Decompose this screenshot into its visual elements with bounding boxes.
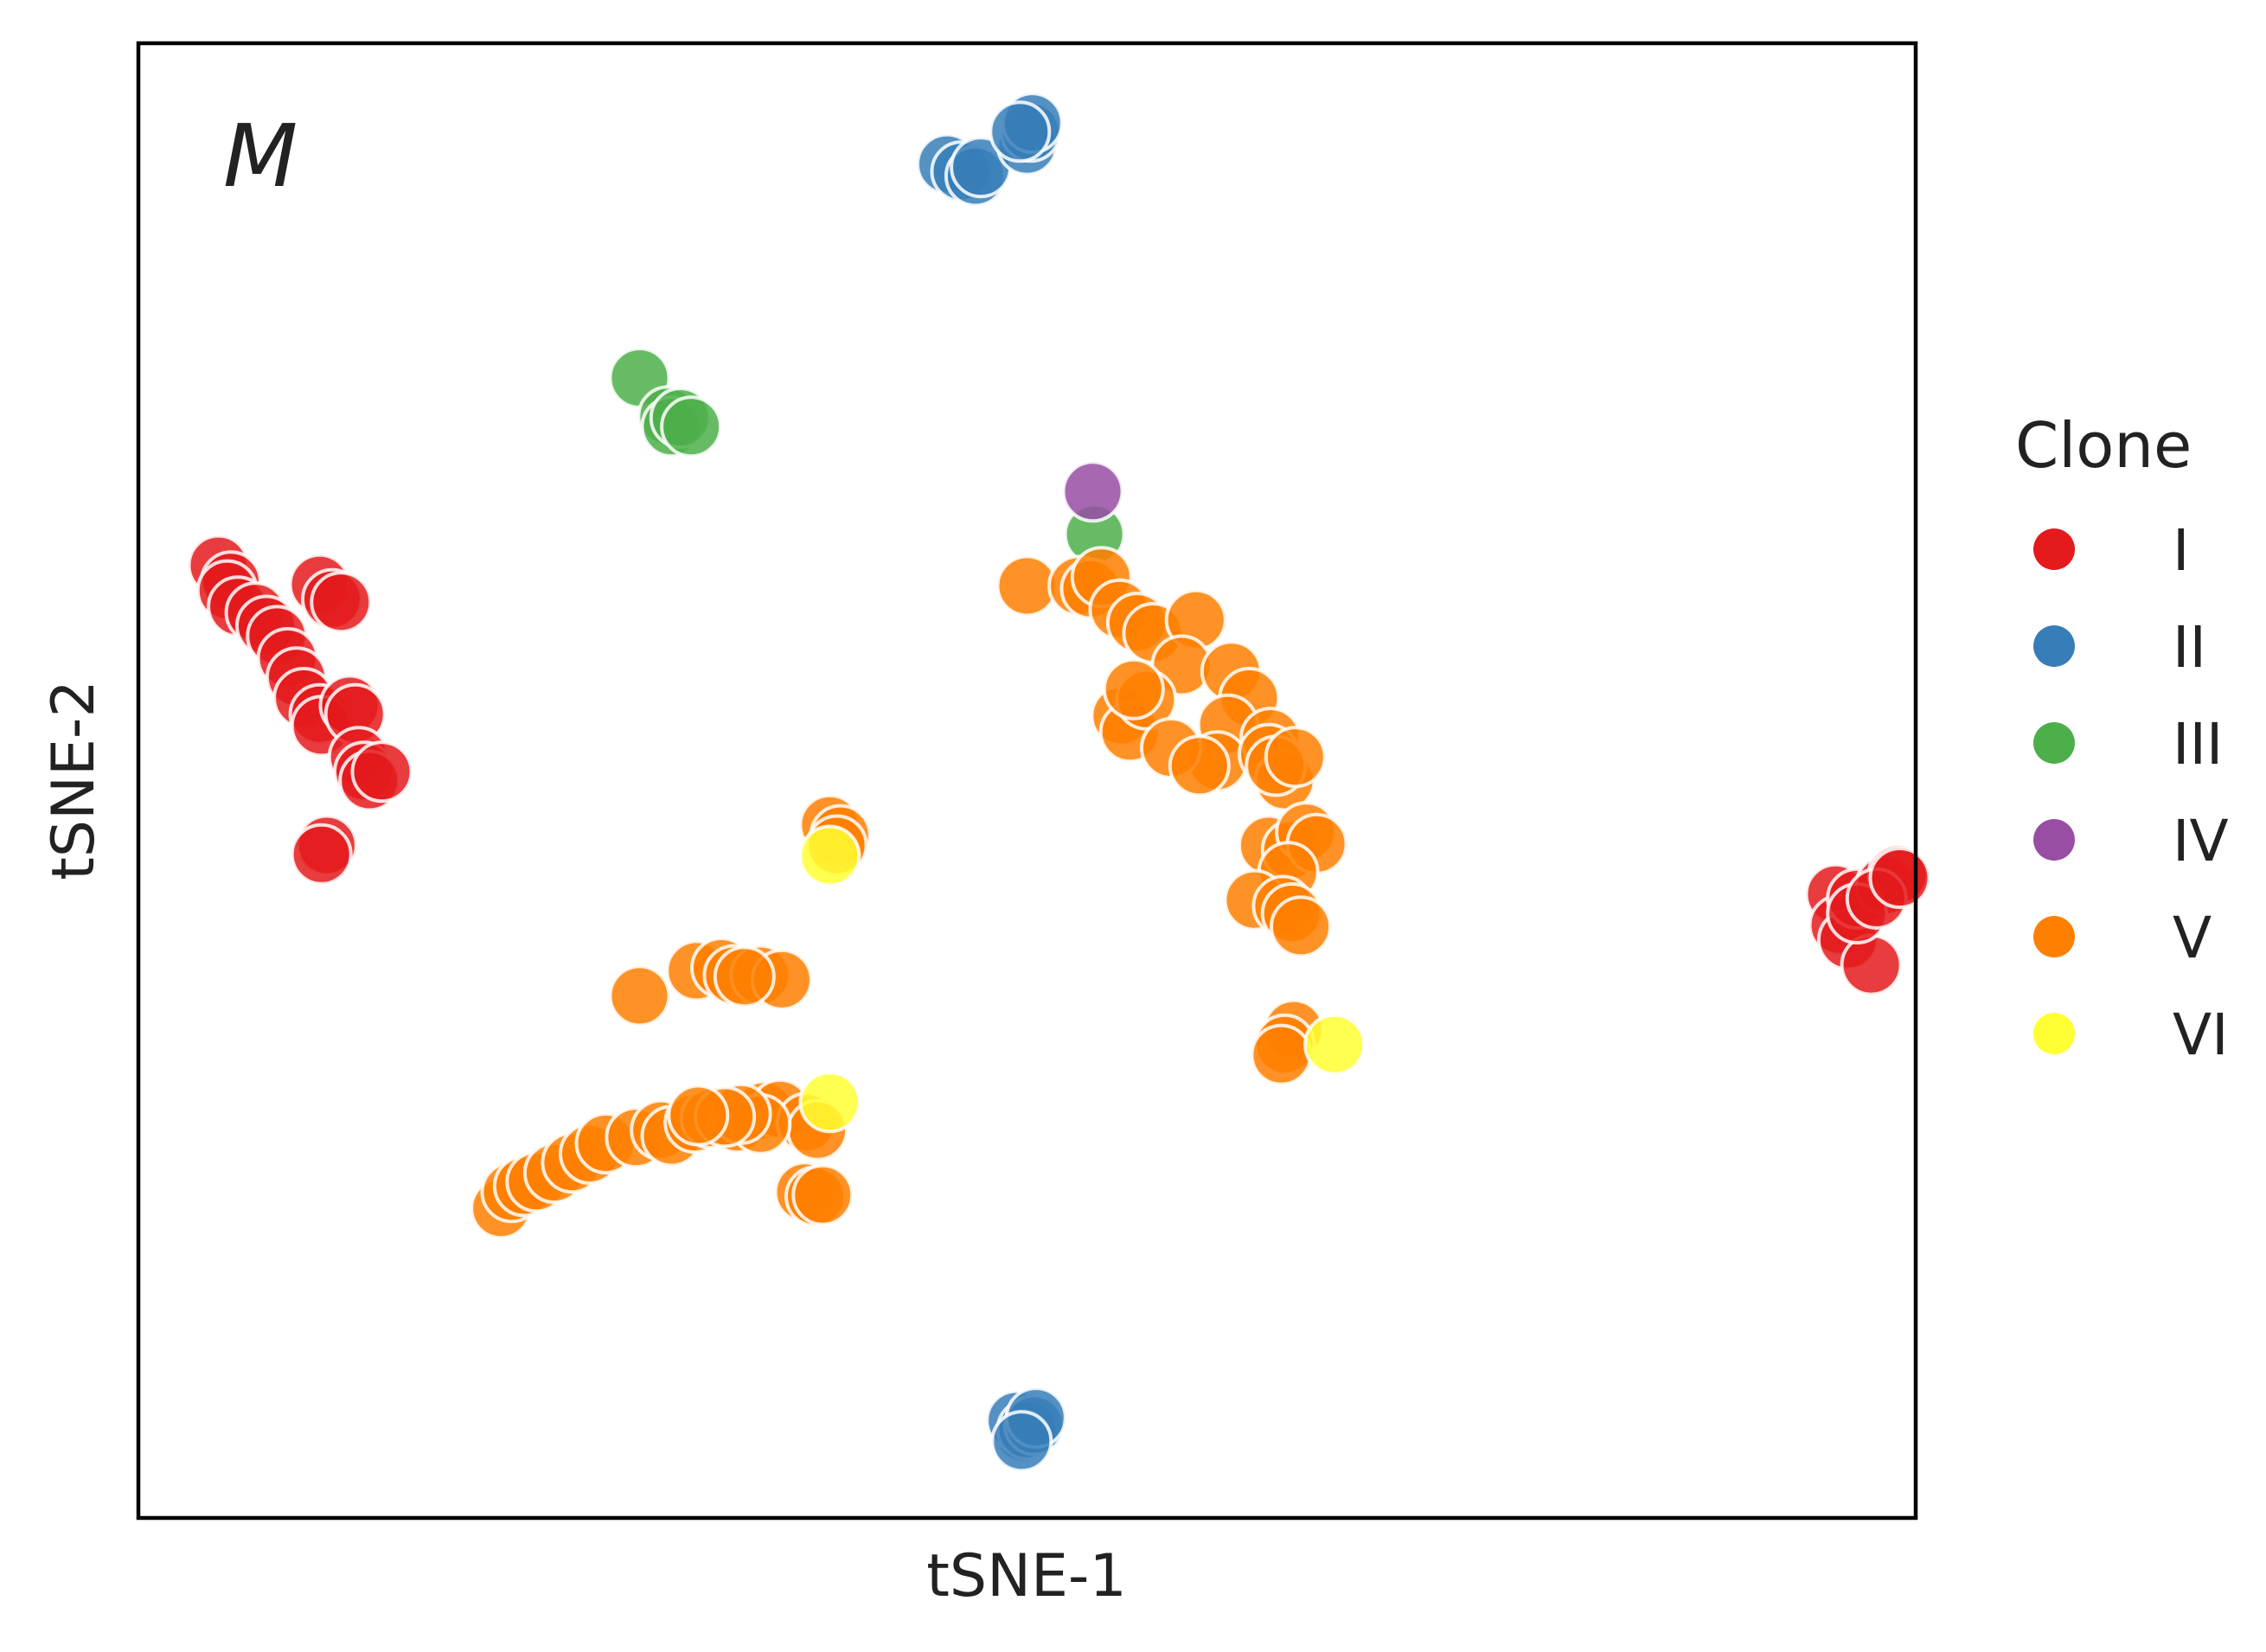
data-points-layer bbox=[187, 92, 1931, 1473]
point-clone-I-26 bbox=[1840, 933, 1903, 996]
point-clone-I-32 bbox=[1868, 847, 1931, 909]
legend-marker-III bbox=[2033, 722, 2075, 764]
panel-label: M bbox=[223, 106, 298, 207]
legend-label-VI: VI bbox=[2173, 1002, 2229, 1068]
legend-label-V: V bbox=[2173, 905, 2212, 971]
legend-marker-VI bbox=[2033, 1013, 2075, 1054]
legend-title: Clone bbox=[2015, 409, 2192, 482]
point-clone-V-16 bbox=[1102, 657, 1165, 720]
legend-marker-II bbox=[2033, 625, 2075, 667]
point-clone-V-45 bbox=[713, 945, 776, 1008]
legend-marker-V bbox=[2033, 916, 2075, 957]
point-clone-I-17 bbox=[350, 740, 413, 804]
point-clone-I-22 bbox=[290, 823, 353, 886]
legend-label-I: I bbox=[2173, 517, 2189, 584]
point-clone-V-32 bbox=[1270, 895, 1332, 958]
legend-label-IV: IV bbox=[2173, 808, 2229, 874]
point-clone-I-20 bbox=[310, 571, 373, 634]
legend-item-V: V bbox=[2033, 905, 2212, 971]
x-axis-label: tSNE-1 bbox=[926, 1542, 1126, 1610]
legend-label-III: III bbox=[2173, 711, 2223, 778]
plot-area bbox=[138, 43, 1916, 1518]
point-clone-V-70 bbox=[667, 1084, 730, 1147]
point-clone-V-35 bbox=[1250, 1023, 1313, 1086]
legend-item-I: I bbox=[2033, 517, 2189, 584]
legend-item-III: III bbox=[2033, 711, 2223, 778]
legend-item-IV: IV bbox=[2033, 808, 2229, 874]
legend-marker-I bbox=[2033, 528, 2075, 570]
y-axis-label: tSNE-2 bbox=[40, 680, 108, 880]
plot-frame bbox=[136, 41, 1918, 1521]
legend-marker-IV bbox=[2033, 819, 2075, 861]
point-clone-II-13 bbox=[990, 1410, 1053, 1473]
point-clone-VI-2 bbox=[1303, 1013, 1366, 1076]
point-clone-IV-0 bbox=[1061, 460, 1124, 523]
point-clone-V-39 bbox=[608, 964, 671, 1028]
legend-label-II: II bbox=[2173, 614, 2206, 681]
point-clone-II-7 bbox=[989, 100, 1052, 163]
legend-item-II: II bbox=[2033, 614, 2206, 681]
point-clone-VI-0 bbox=[798, 824, 861, 887]
point-clone-VI-1 bbox=[798, 1071, 861, 1134]
point-clone-III-4 bbox=[660, 395, 723, 458]
point-clone-V-23 bbox=[1264, 726, 1327, 789]
legend-item-VI: VI bbox=[2033, 1002, 2229, 1068]
point-clone-V-66 bbox=[791, 1163, 855, 1226]
point-clone-V-18 bbox=[1168, 734, 1231, 797]
